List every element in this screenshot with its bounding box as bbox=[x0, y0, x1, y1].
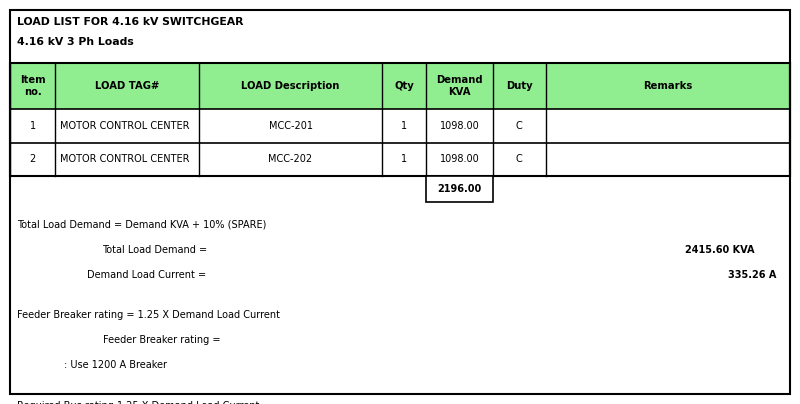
Text: 2: 2 bbox=[30, 154, 36, 164]
Text: LOAD TAG#: LOAD TAG# bbox=[94, 81, 159, 91]
Text: 4.16 kV 3 Ph Loads: 4.16 kV 3 Ph Loads bbox=[17, 38, 134, 47]
Bar bbox=[426, 176, 493, 202]
Text: Duty: Duty bbox=[506, 81, 533, 91]
Text: LOAD LIST FOR 4.16 kV SWITCHGEAR: LOAD LIST FOR 4.16 kV SWITCHGEAR bbox=[17, 17, 243, 27]
Text: 1: 1 bbox=[30, 121, 36, 131]
Text: 335.26 A: 335.26 A bbox=[727, 270, 776, 280]
Text: Feeder Breaker rating = 1.25 X Demand Load Current: Feeder Breaker rating = 1.25 X Demand Lo… bbox=[17, 310, 280, 320]
Text: Demand Load Current =: Demand Load Current = bbox=[87, 270, 209, 280]
Text: Total Load Demand =: Total Load Demand = bbox=[102, 245, 210, 255]
Text: Item
no.: Item no. bbox=[20, 75, 46, 97]
Text: 1: 1 bbox=[402, 121, 407, 131]
Text: 1: 1 bbox=[402, 154, 407, 164]
Text: 2415.60 KVA: 2415.60 KVA bbox=[685, 245, 754, 255]
Text: Qty: Qty bbox=[394, 81, 414, 91]
Text: 2196.00: 2196.00 bbox=[438, 184, 482, 194]
Bar bbox=[10, 63, 790, 176]
Text: LOAD Description: LOAD Description bbox=[242, 81, 340, 91]
Text: Required Bus rating 1.25 X Demand Load Current: Required Bus rating 1.25 X Demand Load C… bbox=[17, 401, 259, 404]
Text: MOTOR CONTROL CENTER: MOTOR CONTROL CENTER bbox=[60, 154, 189, 164]
Text: Remarks: Remarks bbox=[643, 81, 692, 91]
Text: MCC-202: MCC-202 bbox=[269, 154, 313, 164]
Text: 1098.00: 1098.00 bbox=[440, 154, 479, 164]
Bar bbox=[10, 63, 790, 109]
Text: Demand
KVA: Demand KVA bbox=[436, 75, 483, 97]
Text: 1098.00: 1098.00 bbox=[440, 121, 479, 131]
Text: MOTOR CONTROL CENTER: MOTOR CONTROL CENTER bbox=[60, 121, 189, 131]
Text: Total Load Demand = Demand KVA + 10% (SPARE): Total Load Demand = Demand KVA + 10% (SP… bbox=[17, 220, 266, 229]
Text: Feeder Breaker rating =: Feeder Breaker rating = bbox=[102, 335, 223, 345]
Text: C: C bbox=[516, 154, 522, 164]
Text: MCC-201: MCC-201 bbox=[269, 121, 313, 131]
Text: C: C bbox=[516, 121, 522, 131]
Text: : Use 1200 A Breaker: : Use 1200 A Breaker bbox=[63, 360, 166, 370]
